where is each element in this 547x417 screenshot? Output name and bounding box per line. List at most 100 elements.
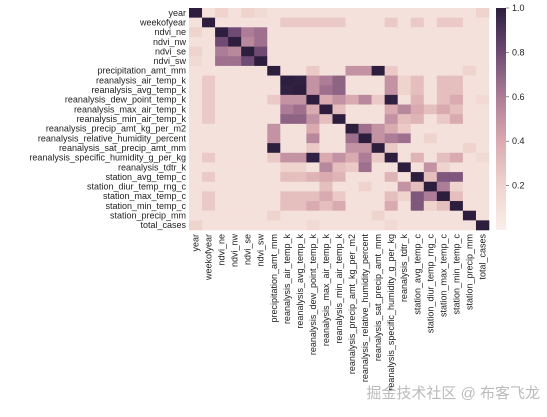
heat-cell — [280, 210, 294, 221]
heat-cell — [462, 27, 477, 38]
heat-cell — [189, 65, 203, 76]
heat-cell — [189, 114, 203, 125]
heat-cell — [436, 191, 451, 202]
heat-cell — [202, 46, 216, 57]
heat-cell — [436, 94, 451, 105]
heat-cell — [371, 104, 385, 115]
heat-cell — [228, 210, 242, 221]
heat-cell — [436, 152, 451, 163]
x-tick-label: reanalysis_max_air_temp_k — [321, 234, 331, 347]
heat-cell — [228, 114, 242, 125]
heat-cell — [423, 65, 438, 76]
heat-cell — [358, 85, 372, 96]
heat-cell — [423, 56, 438, 67]
heat-cell — [215, 152, 229, 163]
heat-cell — [371, 143, 385, 154]
heat-cell — [293, 56, 307, 67]
heat-cell — [436, 162, 451, 173]
heat-cell — [202, 133, 216, 144]
heat-cell — [319, 85, 333, 96]
heat-cell — [475, 201, 490, 211]
y-tick-label: reanalysis_max_air_temp_k — [74, 104, 187, 114]
y-tick-label: station_diur_temp_rng_c — [87, 182, 187, 192]
heat-cell — [345, 104, 359, 115]
heat-cell — [254, 220, 268, 231]
heat-cell — [280, 133, 294, 144]
heat-cell — [397, 143, 412, 154]
heat-cell — [241, 181, 255, 192]
heat-cell — [371, 75, 385, 86]
heat-cell — [345, 152, 359, 163]
heat-cell — [267, 56, 281, 67]
heat-cell — [202, 201, 216, 211]
heat-cell — [345, 143, 359, 154]
heat-cell — [345, 75, 359, 86]
heat-cell — [436, 143, 451, 154]
heat-cell — [384, 210, 398, 221]
heat-cell — [345, 162, 359, 173]
heat-cell — [436, 104, 451, 115]
heat-cell — [345, 8, 359, 18]
heat-cell — [267, 143, 281, 154]
heat-cell — [215, 56, 229, 67]
heat-cell — [410, 152, 425, 163]
heat-cell — [462, 152, 477, 163]
heat-cell — [280, 94, 294, 105]
y-tick-label: reanalysis_min_air_temp_k — [76, 114, 186, 124]
heat-cell — [358, 46, 372, 57]
heat-cell — [410, 172, 425, 183]
heat-cell — [358, 65, 372, 76]
heat-cell — [397, 114, 412, 125]
heat-cell — [332, 220, 346, 231]
heat-cell — [475, 143, 490, 154]
heat-cell — [319, 172, 333, 183]
heat-cell — [241, 172, 255, 183]
heat-cell — [371, 36, 385, 47]
heat-cell — [319, 27, 333, 38]
heat-cell — [267, 8, 281, 18]
heat-cell — [306, 36, 320, 47]
heat-cell — [475, 191, 490, 202]
heat-cell — [267, 114, 281, 125]
colorbar-tick-label: 0.4 — [512, 136, 525, 146]
heat-cell — [306, 210, 320, 221]
heat-cell — [397, 104, 412, 115]
heat-cell — [397, 8, 412, 18]
heat-cell — [475, 46, 490, 57]
heat-cell — [397, 85, 412, 96]
heat-cell — [202, 65, 216, 76]
heat-cell — [332, 123, 346, 134]
heat-cell — [371, 152, 385, 163]
heat-cell — [202, 56, 216, 67]
heat-cell — [254, 85, 268, 96]
heat-cell — [228, 123, 242, 134]
heat-cell — [475, 133, 490, 144]
heat-cell — [332, 94, 346, 105]
heat-cell — [254, 65, 268, 76]
x-tick-label: ndvi_ne — [217, 234, 227, 266]
heat-cell — [449, 172, 464, 183]
y-tick-label: ndvi_sw — [153, 56, 186, 66]
heat-cell — [397, 162, 412, 173]
heat-cell — [202, 210, 216, 221]
heat-cell — [215, 143, 229, 154]
heat-cell — [306, 85, 320, 96]
x-tick-label: station_max_temp_c — [438, 234, 448, 318]
heat-cell — [280, 162, 294, 173]
heat-cell — [215, 27, 229, 38]
heat-cell — [319, 65, 333, 76]
heat-cell — [345, 56, 359, 67]
heat-cell — [462, 123, 477, 134]
heat-cell — [462, 46, 477, 57]
heat-cell — [241, 27, 255, 38]
heat-cell — [332, 143, 346, 154]
heat-cell — [241, 56, 255, 67]
heat-cell — [423, 162, 438, 173]
heat-cell — [267, 210, 281, 221]
heat-cell — [254, 133, 268, 144]
heat-cell — [345, 133, 359, 144]
heat-cell — [449, 181, 464, 192]
heat-cell — [358, 143, 372, 154]
heat-cell — [423, 94, 438, 105]
y-tick-label: ndvi_nw — [153, 37, 187, 47]
